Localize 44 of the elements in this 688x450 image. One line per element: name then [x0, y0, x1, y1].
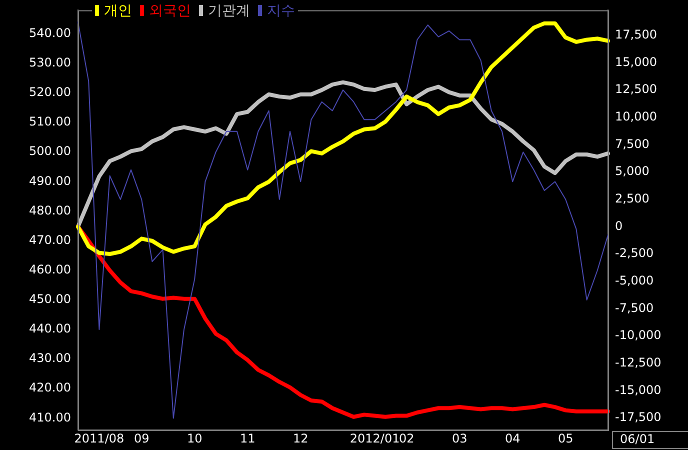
y-tick-label: 480.00	[29, 203, 71, 218]
y-tick-label: 440.00	[29, 322, 71, 336]
y-tick-label: 530.00	[29, 56, 71, 70]
y-tick-label: 520.00	[29, 85, 71, 100]
y-tick-label: 410.00	[29, 410, 71, 424]
y2-tick-label: -2,500	[615, 246, 654, 260]
x-tick-label: 04	[504, 431, 520, 446]
x-tick-label: 11	[240, 431, 256, 446]
y2-tick-label: 12,500	[615, 82, 657, 96]
y2-tick-label: -17,500	[615, 410, 662, 424]
legend-label: 기관계	[208, 3, 250, 19]
x-tick-label: 05	[558, 431, 574, 446]
y-tick-label: 470.00	[29, 232, 71, 247]
x-tick-label: 12	[292, 431, 308, 446]
legend-label: 개인	[104, 3, 132, 19]
y2-tick-label: 7,500	[615, 136, 650, 151]
y2-tick-label: -10,000	[615, 328, 662, 342]
y-tick-label: 460.00	[29, 262, 71, 276]
y-tick-label: 420.00	[29, 380, 71, 395]
y-tick-label: 500.00	[29, 144, 71, 158]
y2-tick-label: 17,500	[615, 27, 657, 42]
y2-tick-label: 15,000	[615, 54, 657, 69]
y2-tick-label: 10,000	[615, 109, 657, 124]
y-tick-label: 510.00	[29, 114, 71, 129]
x-tick-label: 2011/08	[74, 431, 124, 446]
y2-tick-label: 0	[615, 218, 623, 233]
text: 06/01	[620, 432, 655, 446]
y2-tick-label: -12,500	[615, 355, 662, 370]
y2-tick-label: -15,000	[615, 382, 662, 397]
y-tick-label: 450.00	[29, 292, 71, 306]
y-tick-label: 490.00	[29, 174, 71, 188]
y2-tick-label: 2,500	[615, 191, 650, 206]
x-tick-label: 09	[134, 431, 150, 446]
legend-label: 외국인	[149, 3, 191, 19]
x-tick-label: 02	[398, 431, 414, 446]
x-tick-label: 10	[186, 431, 202, 446]
x-tick-label: 2012/01	[350, 431, 400, 446]
x-tick-label: 03	[452, 431, 468, 446]
y2-tick-label: -5,000	[615, 273, 654, 288]
legend-label: 지수	[267, 3, 295, 19]
y-tick-label: 430.00	[29, 351, 71, 366]
y2-tick-label: -7,500	[615, 300, 654, 315]
y-tick-label: 540.00	[29, 26, 71, 40]
y2-tick-label: 5,000	[615, 164, 650, 178]
